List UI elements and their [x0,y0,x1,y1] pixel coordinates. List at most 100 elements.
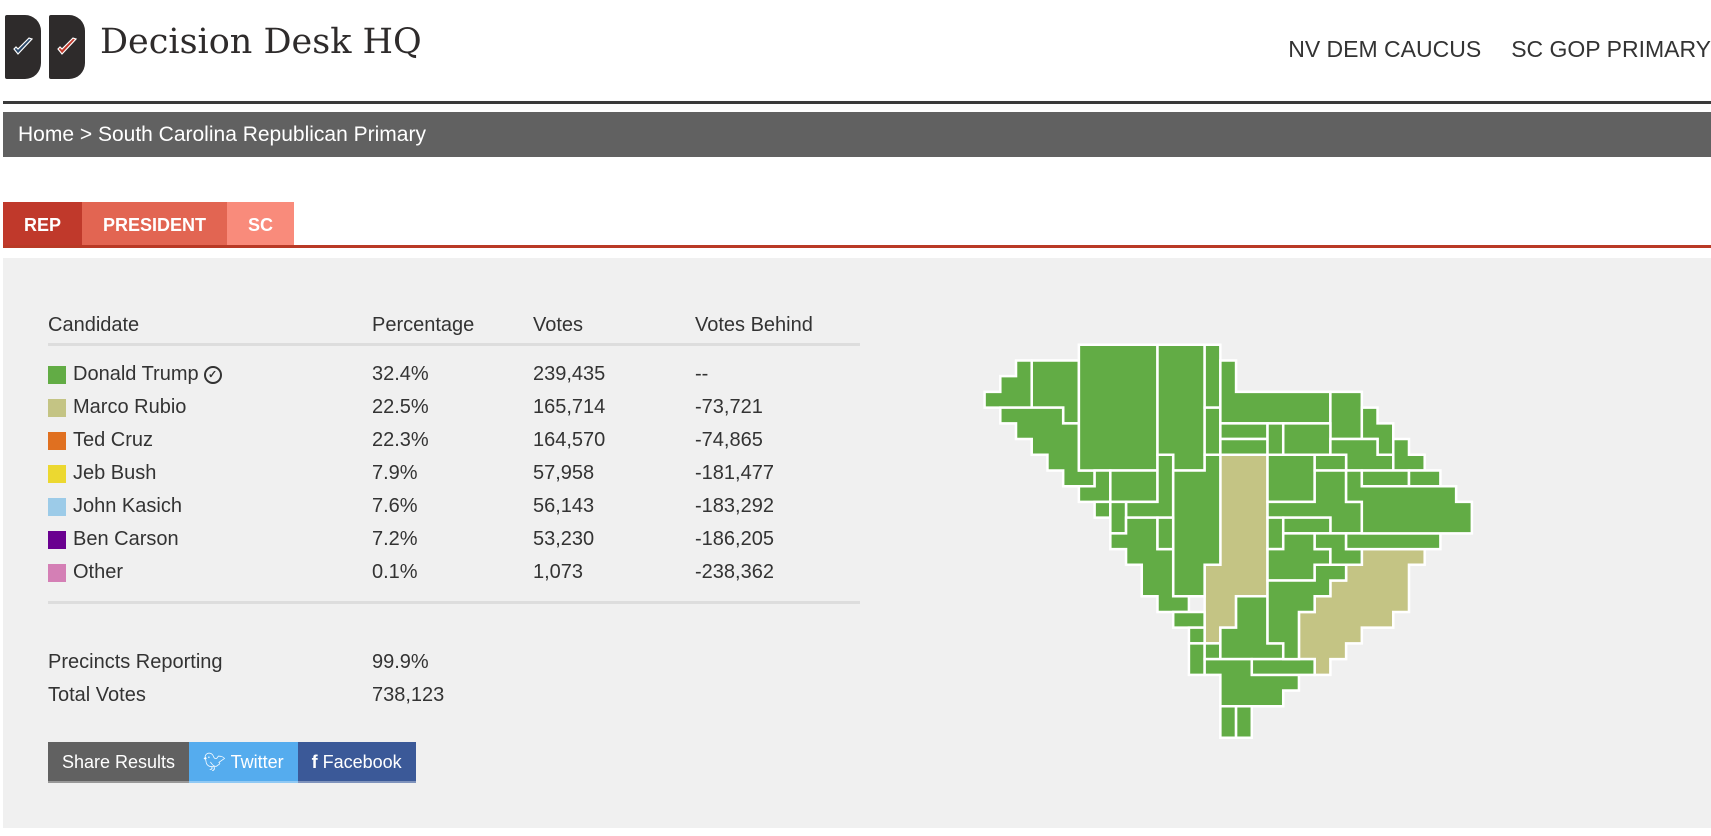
county-shape[interactable] [1344,532,1442,551]
breadcrumb[interactable]: Home > South Carolina Republican Primary [3,112,1711,157]
candidate-votes-behind: -186,205 [695,528,774,550]
candidate-votes: 239,435 [533,363,606,385]
county-shape[interactable] [1077,343,1159,472]
facebook-button[interactable]: f Facebook [297,742,416,783]
county-shape[interactable] [1360,469,1411,488]
divider [3,101,1711,104]
county-shape[interactable] [999,406,1096,488]
candidate-votes: 165,714 [533,396,606,418]
county-shape[interactable] [1234,705,1254,739]
tab-president[interactable]: PRESIDENT [82,202,228,245]
candidate-votes-behind: -73,721 [695,396,763,418]
candidate-row: Donald Trump ✓ 32.4% 239,435 -- [48,358,860,391]
table-header: Candidate Percentage Votes Votes Behind [48,308,860,346]
candidate-percentage: 7.9% [372,462,418,484]
site-title[interactable]: Decision Desk HQ [100,22,422,62]
county-shape[interactable] [1219,437,1269,457]
candidate-row: Other 0.1% 1,073 -238,362 [48,556,860,589]
county-shape[interactable] [983,359,1033,409]
check-icon-red [49,15,85,79]
candidate-name: Ben Carson [73,528,179,550]
county-shape[interactable] [1329,390,1364,441]
candidate-row: Marco Rubio 22.5% 165,714 -73,721 [48,391,860,424]
candidate-votes: 56,143 [533,495,595,517]
facebook-icon: f [311,752,323,772]
candidate-votes-behind: -183,292 [695,495,774,517]
county-shape[interactable] [1171,610,1206,629]
candidate-percentage: 7.6% [372,495,418,517]
county-shape[interactable] [1266,422,1285,457]
tab-rep[interactable]: REP [3,202,83,245]
candidate-row: Ben Carson 7.2% 53,230 -186,205 [48,523,860,556]
county-shape[interactable] [1266,453,1316,504]
candidate-name: Jeb Bush [73,462,157,484]
header-votes: Votes [533,314,584,336]
top-nav: NV DEM CAUCUS SC GOP PRIMARY [1288,36,1711,63]
twitter-icon: 🐦︎ [203,752,231,772]
candidate-percentage: 22.5% [372,396,429,418]
candidate-percentage: 7.2% [372,528,418,550]
county-shape[interactable] [1187,642,1206,677]
candidate-percentage: 22.3% [372,429,429,451]
candidate-name: John Kasich [73,495,182,517]
check-icon-blue [5,15,41,79]
header-candidate: Candidate [48,314,140,336]
candidate-row: John Kasich 7.6% 56,143 -183,292 [48,490,860,523]
candidate-percentage: 32.4% [372,363,429,385]
tab-bar: REP PRESIDENT SC [3,202,1711,248]
candidate-votes: 164,570 [533,429,606,451]
county-shape[interactable] [1219,422,1269,441]
winner-check-icon: ✓ [203,365,222,384]
nav-sc-gop-primary[interactable]: SC GOP PRIMARY [1511,36,1711,62]
total-votes-label: Total Votes [48,684,146,706]
county-shape[interactable] [1156,516,1175,551]
county-shape[interactable] [1313,453,1348,472]
logo[interactable] [5,15,85,79]
color-swatch [48,464,66,483]
candidate-name: Other [73,561,124,583]
candidate-row: Jeb Bush 7.9% 57,958 -181,477 [48,457,860,490]
candidate-name: Ted Cruz [73,429,154,451]
candidate-votes: 57,958 [533,462,595,484]
county-shape[interactable] [1281,516,1332,535]
county-shape[interactable] [1187,626,1206,645]
table-divider [48,601,860,604]
results-panel: Candidate Percentage Votes Votes Behind … [3,258,1711,828]
candidate-percentage: 0.1% [372,561,418,583]
color-swatch [48,497,66,516]
candidate-votes-behind: -74,865 [695,429,763,451]
county-shape[interactable] [1266,563,1348,661]
share-bar: Share Results 🐦︎ Twitter f Facebook [48,742,416,783]
county-shape[interactable] [1093,500,1112,519]
candidate-votes-behind: -- [695,363,709,385]
nav-nv-dem-caucus[interactable]: NV DEM CAUCUS [1288,36,1482,62]
county-shape[interactable] [1203,406,1222,457]
candidate-row: Ted Cruz 22.3% 164,570 -74,865 [48,424,860,457]
county-shape[interactable] [1109,469,1159,504]
county-shape[interactable] [1203,642,1222,661]
precincts-value: 99.9% [372,651,429,673]
county-shape[interactable] [1109,500,1128,535]
county-map [983,343,1474,739]
county-shape[interactable] [1219,359,1332,425]
candidate-votes-behind: -181,477 [695,462,774,484]
twitter-label: Twitter [230,752,284,772]
color-swatch [48,398,66,417]
county-shape[interactable] [1219,705,1238,739]
county-shape[interactable] [1203,343,1222,409]
tab-sc[interactable]: SC [227,202,295,245]
color-swatch [48,365,66,384]
twitter-button[interactable]: 🐦︎ Twitter [189,742,298,783]
county-shape[interactable] [1407,469,1442,488]
candidate-name: Donald Trump [73,363,199,385]
county-shape[interactable] [1266,516,1285,551]
candidate-votes: 53,230 [533,528,595,550]
county-shape[interactable] [1250,657,1316,677]
precincts-label: Precincts Reporting [48,651,223,673]
candidate-votes: 1,073 [533,561,584,583]
facebook-label: Facebook [322,752,402,772]
county-shape[interactable] [1281,422,1332,457]
county-shape[interactable] [1156,343,1206,472]
header-percentage: Percentage [372,314,475,336]
county-shape[interactable] [1392,437,1426,472]
